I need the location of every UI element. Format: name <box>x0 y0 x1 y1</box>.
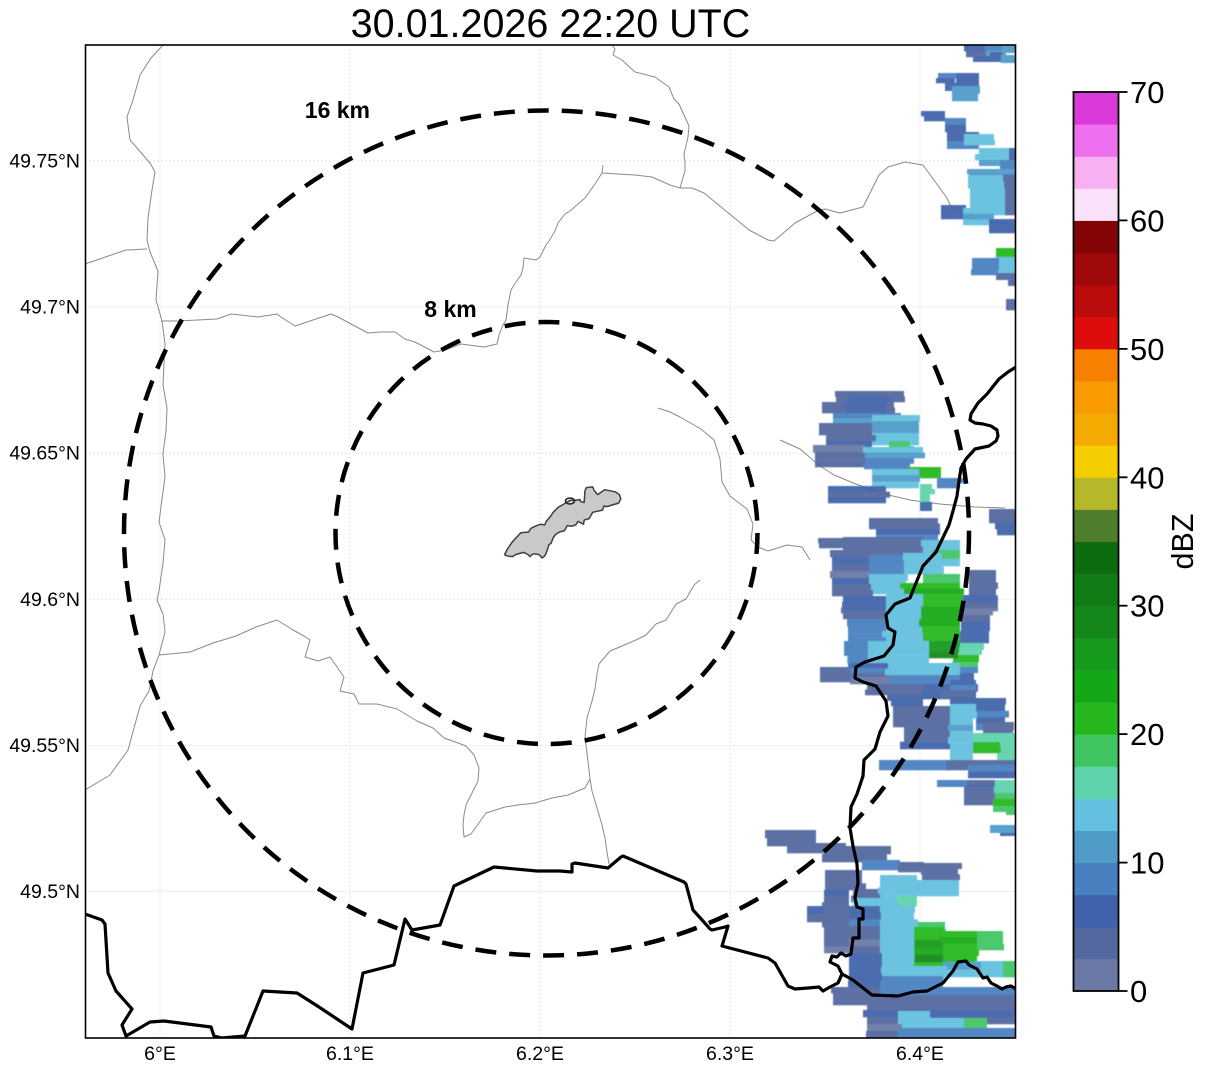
svg-text:49.75°N: 49.75°N <box>9 151 80 173</box>
svg-text:6.1°E: 6.1°E <box>326 1043 374 1065</box>
svg-text:49.5°N: 49.5°N <box>20 881 80 903</box>
svg-text:6°E: 6°E <box>144 1043 176 1065</box>
svg-text:40: 40 <box>1130 460 1164 495</box>
svg-text:30.01.2026 22:20 UTC: 30.01.2026 22:20 UTC <box>351 2 751 46</box>
svg-text:49.6°N: 49.6°N <box>20 589 80 611</box>
svg-text:6.2°E: 6.2°E <box>516 1043 564 1065</box>
svg-text:49.7°N: 49.7°N <box>20 297 80 319</box>
svg-text:0: 0 <box>1130 974 1147 1009</box>
svg-text:16 km: 16 km <box>305 97 370 123</box>
svg-text:60: 60 <box>1130 203 1164 238</box>
svg-text:49.65°N: 49.65°N <box>9 443 80 465</box>
svg-text:8 km: 8 km <box>424 296 476 322</box>
svg-text:20: 20 <box>1130 717 1164 752</box>
svg-text:10: 10 <box>1130 846 1164 881</box>
svg-text:30: 30 <box>1130 589 1164 624</box>
svg-text:6.3°E: 6.3°E <box>706 1043 754 1065</box>
svg-text:dBZ: dBZ <box>1166 514 1200 570</box>
svg-text:49.55°N: 49.55°N <box>9 735 80 757</box>
svg-text:50: 50 <box>1130 332 1164 367</box>
svg-text:6.4°E: 6.4°E <box>896 1043 944 1065</box>
svg-text:70: 70 <box>1130 75 1164 110</box>
